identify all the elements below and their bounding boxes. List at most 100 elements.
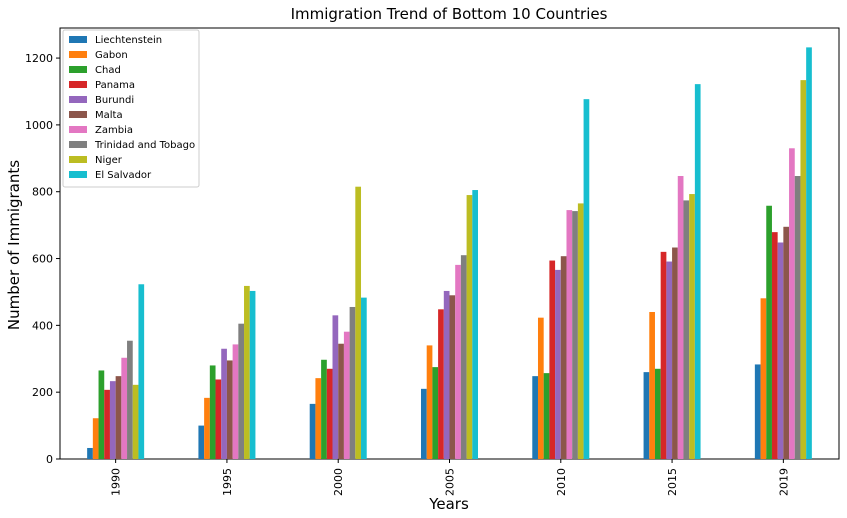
bar xyxy=(198,425,205,459)
x-tick-label: 2000 xyxy=(332,468,345,496)
legend-label: Trinidad and Tobago xyxy=(94,140,195,151)
bar xyxy=(215,379,222,459)
bar xyxy=(549,260,556,459)
bar xyxy=(643,372,650,459)
y-tick-label: 400 xyxy=(32,319,53,332)
bar xyxy=(361,297,367,459)
x-tick-label: 1990 xyxy=(110,468,123,496)
bar xyxy=(572,211,578,459)
bar xyxy=(654,368,661,459)
bar xyxy=(443,290,450,459)
bar xyxy=(672,247,678,459)
bar xyxy=(138,284,145,459)
y-tick-label: 1000 xyxy=(25,119,53,132)
bar xyxy=(355,186,362,460)
legend-label: Malta xyxy=(95,110,123,121)
bar xyxy=(332,315,339,459)
bar xyxy=(560,256,567,459)
bar xyxy=(132,384,139,459)
bar xyxy=(349,306,356,459)
bar xyxy=(649,311,655,459)
y-tick-label: 600 xyxy=(32,253,53,266)
bar xyxy=(460,255,467,459)
bar xyxy=(204,397,210,459)
x-tick-label: 2015 xyxy=(666,468,679,496)
bar xyxy=(583,99,590,460)
bar xyxy=(577,203,584,459)
bar xyxy=(438,309,444,459)
bar xyxy=(683,200,690,459)
legend-swatch xyxy=(69,51,87,58)
bar xyxy=(321,359,327,459)
bar xyxy=(115,376,122,459)
bar xyxy=(760,298,767,459)
bar xyxy=(87,447,93,459)
legend-swatch xyxy=(69,96,87,103)
legend-label: Chad xyxy=(95,65,121,76)
bar xyxy=(209,365,216,459)
bar xyxy=(109,381,116,459)
bar xyxy=(249,290,256,459)
legend-swatch xyxy=(69,111,87,118)
bar xyxy=(449,295,456,459)
bar xyxy=(121,357,128,459)
bar xyxy=(221,348,227,459)
y-axis-label: Number of Immigrants xyxy=(5,160,23,330)
bar xyxy=(660,251,667,459)
bar xyxy=(754,364,761,459)
legend-label: Gabon xyxy=(95,50,128,61)
bar xyxy=(315,378,322,459)
y-tick-label: 1200 xyxy=(25,52,53,65)
bar xyxy=(766,205,772,459)
bar xyxy=(566,210,573,459)
bar xyxy=(771,232,778,459)
bar xyxy=(421,388,427,459)
bar xyxy=(689,194,695,459)
legend-label: Niger xyxy=(95,155,123,166)
bar xyxy=(694,84,701,459)
legend-swatch xyxy=(69,81,87,88)
x-tick-label: 2019 xyxy=(777,468,790,496)
chart-title: Immigration Trend of Bottom 10 Countries xyxy=(291,5,608,23)
bar xyxy=(127,340,133,459)
bar xyxy=(666,261,673,459)
bar xyxy=(532,376,538,459)
y-tick-label: 200 xyxy=(32,386,53,399)
legend-label: Panama xyxy=(95,80,135,91)
bar xyxy=(92,418,99,459)
bar xyxy=(98,370,105,459)
x-tick-label: 2005 xyxy=(444,468,457,496)
bar xyxy=(238,323,245,459)
x-tick-label: 2010 xyxy=(555,468,568,496)
x-tick-label: 1995 xyxy=(221,468,234,496)
bar xyxy=(555,269,561,459)
bar xyxy=(806,47,812,459)
legend-swatch xyxy=(69,141,87,148)
legend: Liechtenstein Gabon Chad Panama Burundi Malta… xyxy=(62,29,200,188)
bar xyxy=(309,403,316,459)
bar xyxy=(789,148,795,460)
bar xyxy=(794,176,801,459)
bar xyxy=(537,317,544,459)
bar xyxy=(244,285,250,459)
bar xyxy=(466,195,473,459)
bar xyxy=(777,242,784,459)
y-tick-label: 0 xyxy=(46,453,53,466)
plot-area: 0 200 400 600 800 1000 1200 1990 1995 2000 2005 201… xyxy=(25,27,840,496)
bar xyxy=(543,373,550,459)
legend-swatch xyxy=(69,171,87,178)
legend-label: Burundi xyxy=(95,95,134,106)
bar xyxy=(338,343,344,459)
legend-label: El Salvador xyxy=(95,170,152,181)
legend-label: Zambia xyxy=(95,125,133,136)
legend-swatch xyxy=(69,66,87,73)
bar xyxy=(326,368,333,459)
x-axis-label: Years xyxy=(428,495,469,513)
bar xyxy=(783,226,790,459)
bar xyxy=(226,360,233,459)
legend-swatch xyxy=(69,126,87,133)
legend-swatch xyxy=(69,36,87,43)
bar xyxy=(455,264,461,459)
legend-swatch xyxy=(69,156,87,163)
